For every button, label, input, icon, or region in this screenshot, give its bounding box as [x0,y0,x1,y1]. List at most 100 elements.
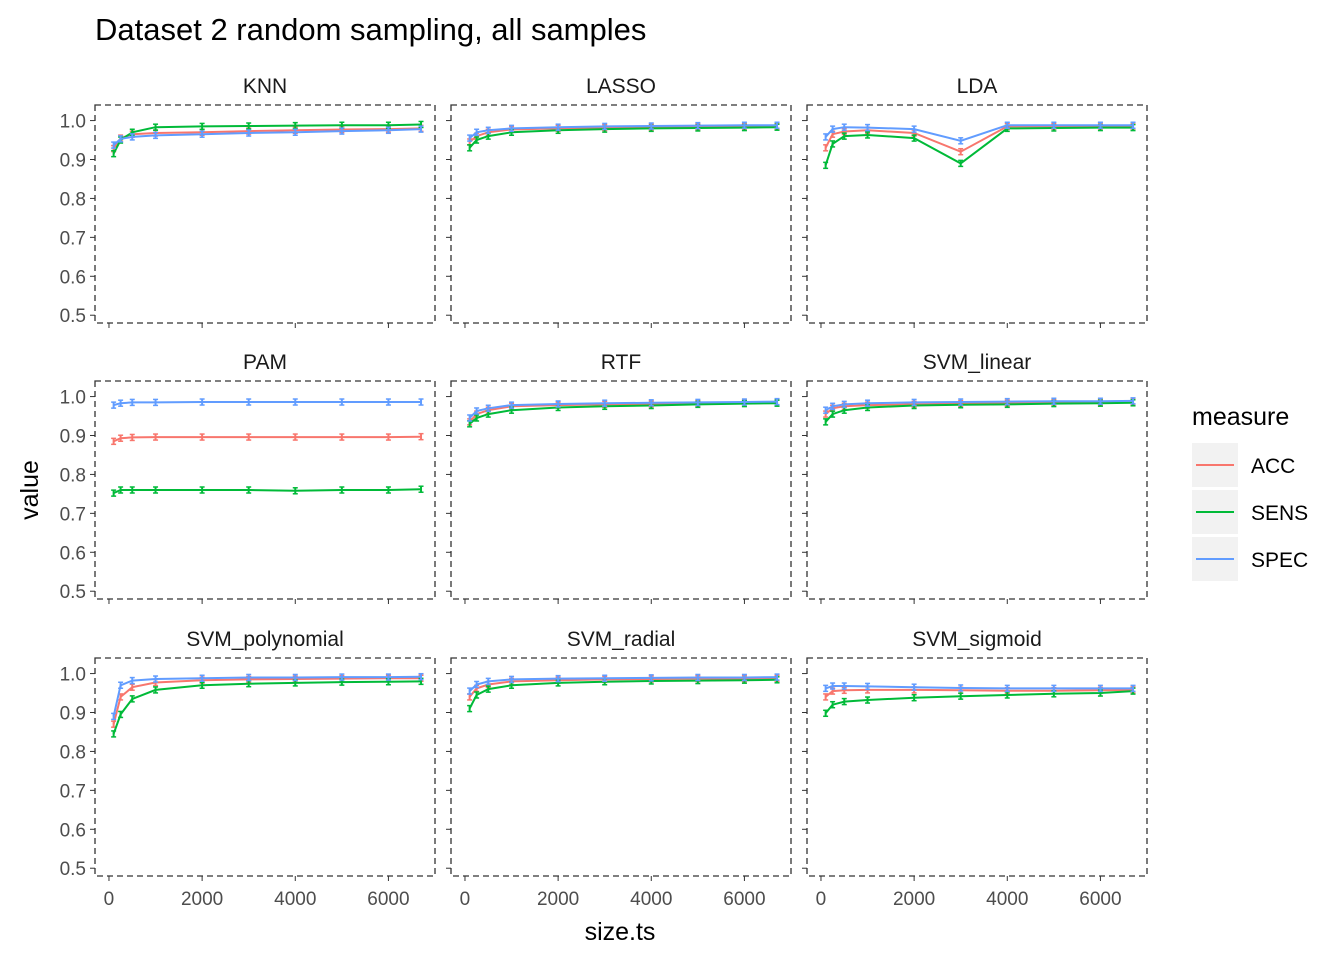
error-bar-spec [602,674,608,682]
error-bar-spec [602,122,608,131]
error-bar-spec [292,128,298,136]
error-bar-acc [823,144,829,152]
x-tick-label: 2000 [537,889,579,910]
error-bar-spec [830,125,836,133]
panel-background [806,380,1148,600]
error-bar-sens [118,710,124,719]
error-bar-spec [774,673,780,681]
error-bar-sens [865,696,871,704]
error-bar-spec [1097,684,1103,693]
legend-label: SPEC [1251,549,1308,572]
error-bar-sens [246,486,252,494]
series-line-sens [824,126,1133,166]
error-bar-sens [129,695,135,703]
y-axis-title: value [16,460,44,520]
series-line-acc [113,435,422,443]
error-bar-spec [1051,397,1057,405]
error-bar-spec [648,122,654,130]
error-bar-sens [467,704,473,713]
x-tick-label: 0 [104,889,115,910]
error-bar-spec [509,124,515,133]
error-bar-sens [418,485,424,493]
y-tick-label: 0.9 [60,151,86,172]
y-tick-label: 0.5 [60,306,86,327]
error-bar-spec [841,400,847,409]
panel-background [94,104,436,324]
error-bar-spec [467,414,473,422]
y-tick-label: 1.0 [60,388,86,409]
error-bar-spec [774,121,780,129]
x-tick-label: 2000 [181,889,223,910]
error-bar-spec [741,121,747,129]
error-bar-spec [1130,684,1136,693]
facet-panel: SVM_linear [802,351,1148,604]
error-bar-sens [823,418,829,426]
error-bar-spec [467,687,473,695]
error-bar-spec [339,673,345,681]
error-bar-spec [741,673,747,682]
error-bar-sens [474,691,480,699]
error-bar-acc [958,147,964,156]
legend-label: SENS [1251,502,1308,525]
y-tick-label: 1.0 [60,112,86,133]
error-bar-spec [339,127,345,135]
error-bar-spec [830,402,836,411]
series-line-sens [112,680,422,735]
x-tick-label: 6000 [723,889,765,910]
facet-panel: LDA [802,75,1148,328]
chart-title: Dataset 2 random sampling, all samples [95,12,646,47]
series-line-acc [112,677,421,725]
series-line-acc [468,677,778,698]
y-tick-label: 0.8 [60,189,86,210]
y-tick-label: 0.8 [60,742,86,763]
facet-strip-label: SVM_sigmoid [912,628,1042,651]
series-line-sens [824,690,1134,714]
error-bar-spec [485,677,491,686]
error-bar-spec [1130,397,1136,405]
error-bar-spec [695,673,701,682]
error-bar-spec [292,398,298,406]
error-bar-sens [823,709,829,718]
error-bar-spec [339,398,345,406]
error-bar-spec [418,672,424,681]
error-bar-spec [911,125,917,133]
y-tick-label: 0.9 [60,427,86,448]
error-bar-acc [199,433,205,441]
series-line-spec [112,675,422,717]
facet-panel: RTF [446,351,792,604]
error-bar-spec [467,134,473,142]
error-bar-spec [385,126,391,135]
error-bar-sens [153,123,159,131]
error-bar-sens [246,122,252,130]
facet-panel: KNN 0.5 0.6 0.7 0.8 0.9 1.0 [60,75,436,328]
series-line-sens [468,678,778,710]
error-bar-spec [958,137,964,145]
error-bar-sens [118,486,124,494]
panel-background [806,104,1148,324]
legend-item-sens: SENS [1192,490,1308,534]
error-bar-spec [1051,121,1057,129]
y-tick-label: 0.5 [60,582,86,603]
facet-strip-label: SVM_radial [567,628,676,651]
error-bar-sens [153,486,159,494]
error-bar-spec [865,399,871,407]
error-bar-sens [153,686,159,694]
error-bar-spec [153,131,159,140]
series-line-spec [825,399,1134,412]
error-bar-spec [958,398,964,406]
error-bar-spec [111,401,117,409]
y-tick-label: 1.0 [60,665,86,686]
error-bar-sens [830,410,836,418]
y-tick-label: 0.9 [60,704,86,725]
error-bar-spec [485,404,491,412]
panel-background [450,380,792,600]
error-bar-sens [841,697,847,706]
error-bar-spec [111,141,117,149]
error-bar-spec [1097,397,1103,405]
error-bar-spec [911,398,917,407]
error-bar-sens [841,132,847,140]
error-bar-spec [509,675,515,684]
error-bar-sens [111,149,117,158]
series-line-sens [112,123,422,155]
